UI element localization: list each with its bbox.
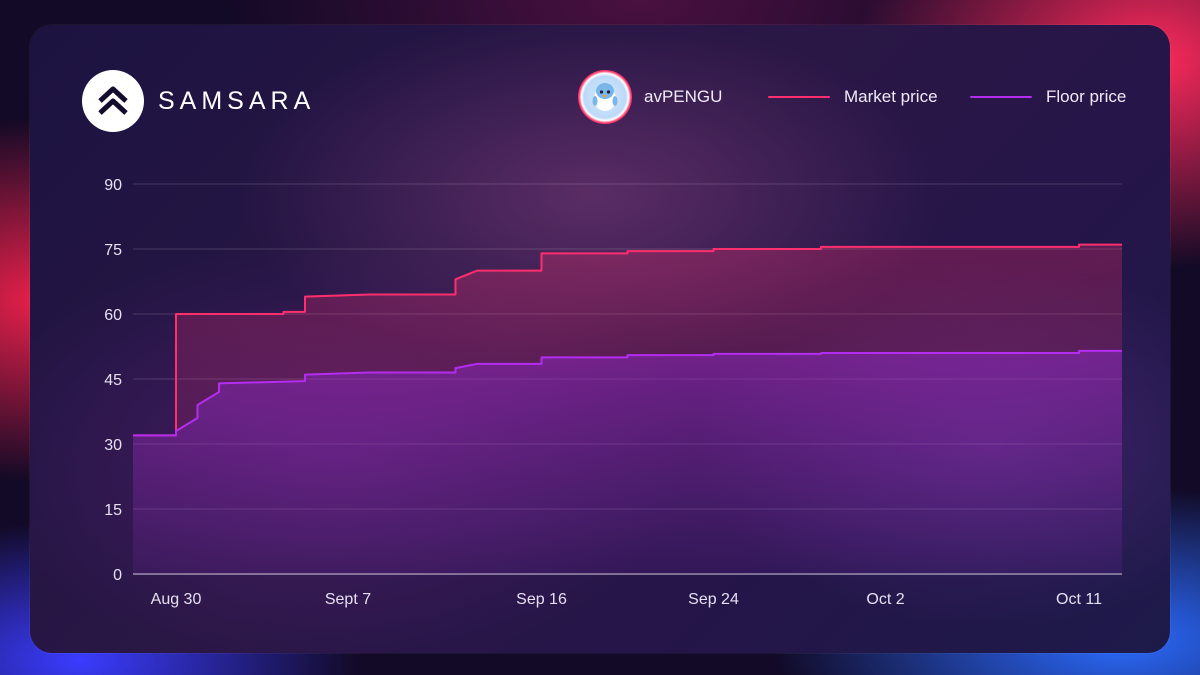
- x-tick-label: Sept 7: [325, 591, 371, 608]
- x-tick-label: Sep 24: [688, 591, 739, 608]
- y-tick-label: 0: [113, 567, 122, 584]
- y-tick-label: 90: [104, 177, 122, 194]
- brand-name: SAMSARA: [158, 86, 316, 115]
- double-chevron-up-icon: [98, 86, 128, 115]
- line-market-price: [133, 243, 1122, 437]
- token-badge: avPENGU: [578, 70, 722, 124]
- penguin-icon: [592, 83, 618, 111]
- brand: SAMSARA: [82, 70, 315, 132]
- x-tick-label: Oct 11: [1056, 591, 1102, 608]
- legend-market-label: Market price: [844, 87, 938, 106]
- market-swatch: [768, 96, 830, 98]
- x-tick-label: Oct 2: [866, 591, 904, 608]
- chart-card: SAMSARA avPENGU Market price Floor price: [30, 25, 1170, 653]
- price-chart: 0 15 30 45 60 75 90 Aug 30 Sept 7 Sep 16 Sep 24 Oc…: [104, 177, 1122, 608]
- y-axis: 0 15 30 45 60 75 90: [104, 177, 122, 584]
- legend-market: Market price: [768, 87, 938, 107]
- x-axis: Aug 30 Sept 7 Sep 16 Sep 24 Oct 2 Oct 11: [151, 591, 1102, 608]
- token-name: avPENGU: [644, 87, 723, 106]
- penguin-avatar-icon: [578, 70, 632, 124]
- floor-swatch: [970, 96, 1032, 98]
- y-tick-label: 15: [104, 502, 122, 519]
- series-areas: [133, 244, 1122, 574]
- y-tick-label: 30: [104, 437, 122, 454]
- legend-floor: Floor price: [970, 87, 1126, 107]
- area-floor: [133, 350, 1122, 574]
- y-tick-label: 75: [104, 242, 122, 259]
- x-tick-label: Sep 16: [516, 591, 567, 608]
- line-floor-price: [133, 349, 1122, 437]
- x-tick-label: Aug 30: [151, 591, 202, 608]
- y-tick-label: 45: [104, 372, 122, 389]
- samsara-logo: [82, 70, 144, 132]
- y-tick-label: 60: [104, 307, 122, 324]
- series-lines: [133, 243, 1122, 437]
- legend-floor-label: Floor price: [1046, 87, 1127, 106]
